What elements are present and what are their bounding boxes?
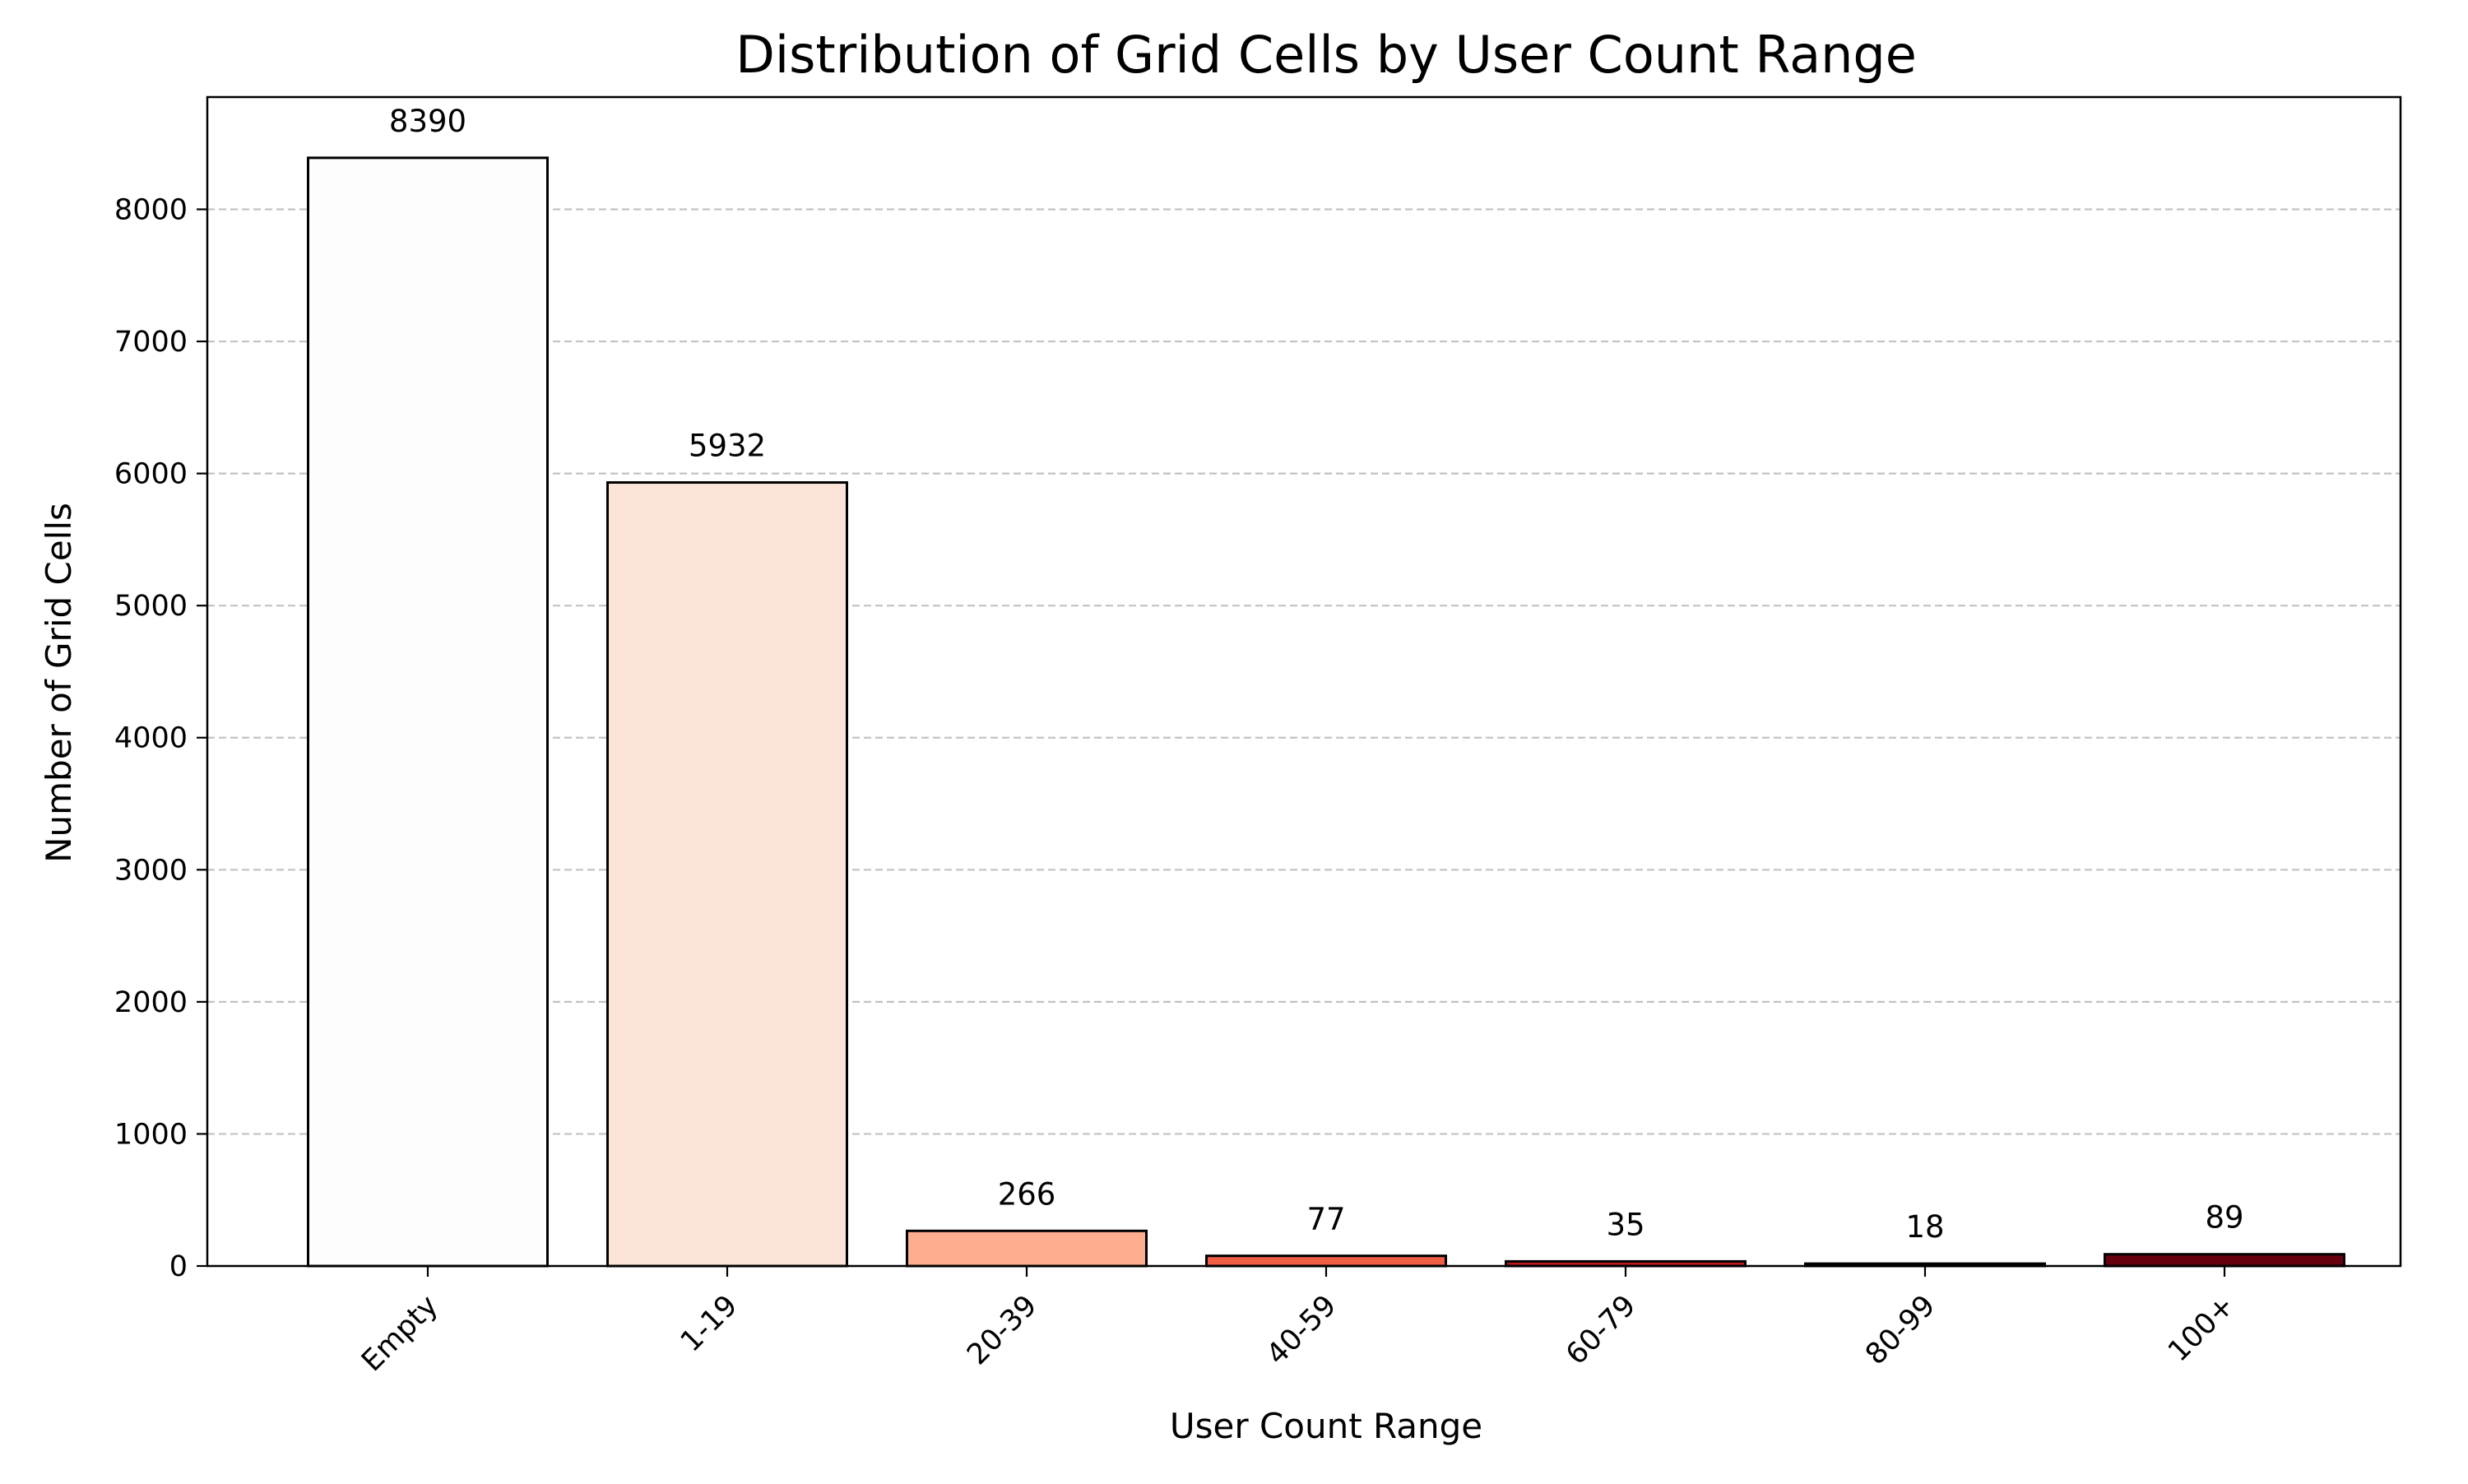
data-label: 266 [998, 1176, 1056, 1212]
y-tick-label: 6000 [114, 458, 188, 491]
y-axis-label: Number of Grid Cells [39, 503, 79, 863]
y-tick-label: 4000 [114, 722, 188, 755]
bar-100plus [2104, 1253, 2345, 1268]
data-label: 18 [1905, 1209, 1944, 1245]
data-label: 35 [1606, 1207, 1645, 1242]
chart-title: Distribution of Grid Cells by User Count… [735, 25, 1917, 85]
bars [307, 156, 2345, 1268]
y-tick-label: 7000 [114, 326, 188, 359]
x-axis-label: User Count Range [1170, 1406, 1482, 1446]
y-tick-label: 3000 [114, 854, 188, 887]
bar-20-39 [906, 1229, 1148, 1268]
data-label: 77 [1306, 1202, 1345, 1237]
data-label: 5932 [689, 429, 766, 464]
data-label: 8390 [389, 104, 466, 139]
y-axis-ticks: 0 1000 2000 3000 4000 5000 6000 7000 8000 [114, 193, 207, 1283]
y-tick-label: 8000 [114, 193, 188, 226]
data-labels: 8390 5932 266 77 35 18 89 [389, 104, 2244, 1245]
bar-empty [307, 156, 549, 1268]
plot-frame [206, 95, 2402, 1268]
bar-40-59 [1205, 1254, 1447, 1268]
y-tick-label: 2000 [114, 986, 188, 1019]
y-tick-label: 5000 [114, 590, 188, 623]
bar-1-19 [606, 481, 848, 1268]
y-tick-label: 1000 [114, 1118, 188, 1151]
gridlines [207, 208, 2401, 1135]
y-tick-label: 0 [169, 1250, 188, 1283]
data-label: 89 [2205, 1200, 2243, 1236]
